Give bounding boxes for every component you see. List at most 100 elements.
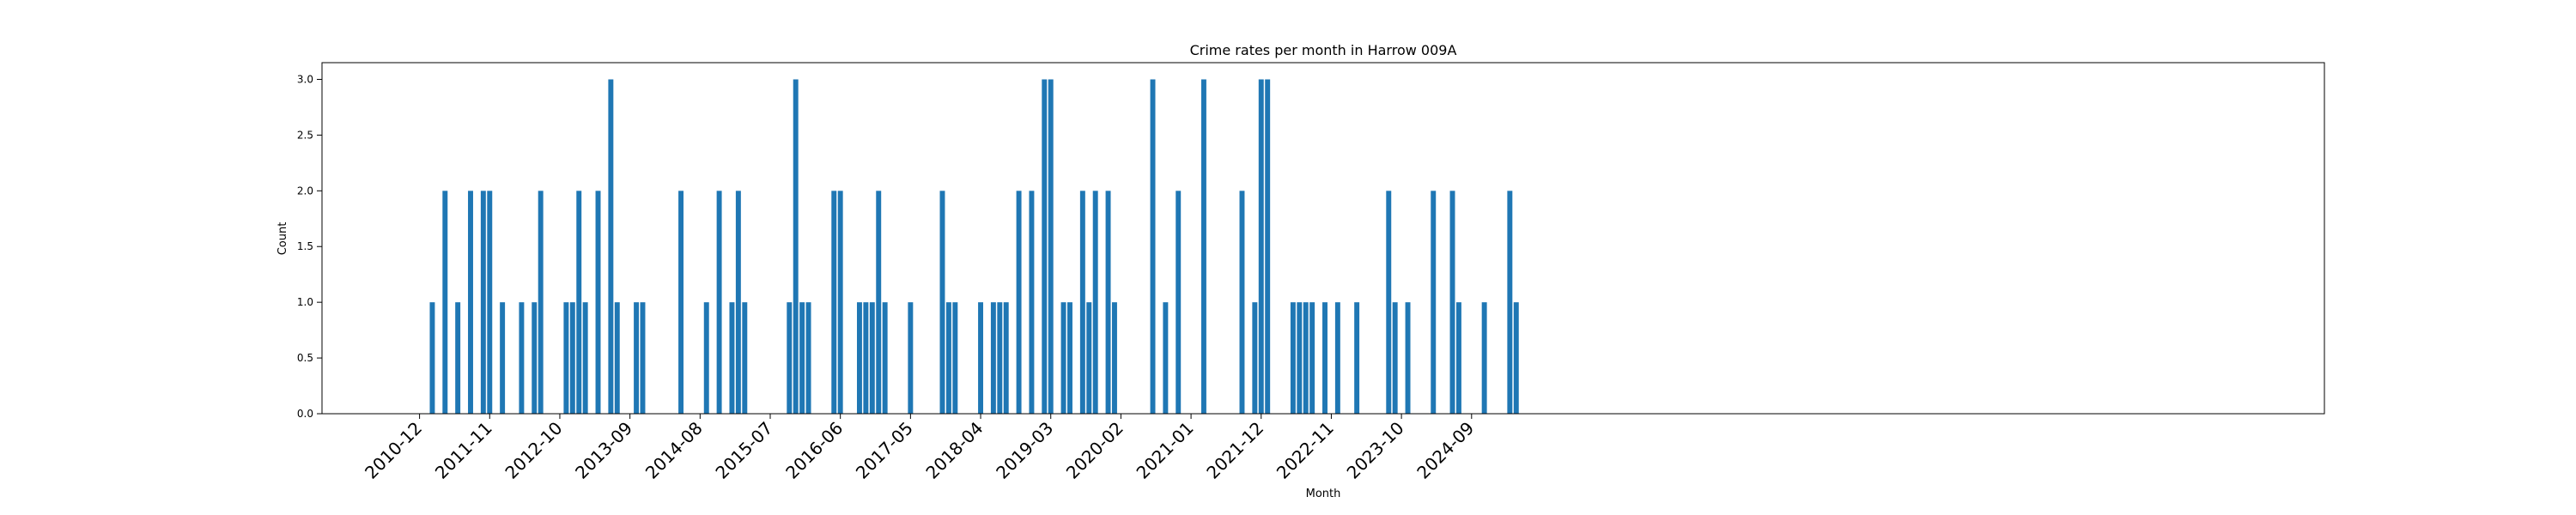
y-tick-label: 0.0 [297, 408, 313, 420]
bar-2012-06 [532, 302, 538, 414]
bar-2021-11 [1252, 302, 1258, 414]
bar-2016-05 [831, 191, 837, 414]
bar-2016-09 [856, 302, 862, 414]
x-tick-label: 2010-12 [361, 418, 426, 483]
x-tick-label: 2018-04 [921, 418, 987, 483]
bar-2015-12 [799, 302, 805, 414]
bar-2016-12 [876, 191, 882, 414]
bar-2017-10 [939, 191, 945, 414]
bar-2021-12 [1258, 79, 1264, 414]
y-tick-label: 0.5 [297, 352, 313, 364]
bar-2018-07 [997, 302, 1003, 414]
bar-2022-05 [1290, 302, 1296, 414]
bar-2014-11 [716, 191, 722, 414]
bar-2019-02 [1042, 79, 1048, 414]
bar-2017-12 [952, 302, 958, 414]
bar-2013-11 [640, 302, 646, 414]
bar-2019-05 [1060, 302, 1066, 414]
x-tick-label: 2021-12 [1202, 418, 1267, 483]
bar-2019-10 [1092, 191, 1098, 414]
y-tick-label: 2.5 [297, 129, 313, 141]
bar-2011-06 [455, 302, 461, 414]
bar-2016-10 [863, 302, 869, 414]
bar-2018-08 [1003, 302, 1009, 414]
y-axis-label: Count [276, 222, 289, 256]
bar-2025-04 [1513, 302, 1519, 414]
plot-area [429, 79, 1519, 414]
bar-2019-12 [1105, 191, 1111, 414]
x-tick-label: 2014-08 [641, 418, 707, 483]
bar-2025-03 [1507, 191, 1513, 414]
bar-2020-01 [1112, 302, 1117, 414]
bar-2011-02 [429, 302, 435, 414]
bar-2023-11 [1405, 302, 1411, 414]
bar-2019-09 [1086, 302, 1092, 414]
bar-2018-06 [990, 302, 996, 414]
x-tick-label: 2021-01 [1133, 418, 1198, 483]
bar-2013-10 [634, 302, 640, 414]
x-axis-label: Month [1306, 488, 1341, 500]
bar-2012-01 [500, 302, 506, 414]
x-tick-label: 2024-09 [1413, 418, 1478, 483]
bar-2024-11 [1481, 302, 1487, 414]
bar-2018-12 [1029, 191, 1035, 414]
bar-2011-11 [487, 191, 493, 414]
bar-2024-06 [1449, 191, 1455, 414]
bar-2013-06 [608, 79, 614, 414]
bar-2020-07 [1150, 79, 1156, 414]
bar-2014-09 [703, 302, 709, 414]
bar-2019-03 [1048, 79, 1054, 414]
bar-2016-11 [869, 302, 875, 414]
bar-2021-09 [1239, 191, 1245, 414]
bar-2011-10 [480, 191, 486, 414]
x-tick-label: 2015-07 [711, 418, 776, 483]
bar-2022-10 [1322, 302, 1327, 414]
y-axis: 0.0 0.5 1.0 1.5 2.0 2.5 3.0 [297, 73, 322, 420]
bar-2018-04 [978, 302, 984, 414]
bar-2018-10 [1016, 191, 1022, 414]
bar-2019-06 [1067, 302, 1072, 414]
bar-2013-01 [576, 191, 582, 414]
bar-2014-05 [678, 191, 684, 414]
bar-2012-07 [538, 191, 544, 414]
x-tick-label: 2020-02 [1062, 418, 1127, 483]
x-tick-label: 2012-10 [501, 418, 566, 483]
y-tick-label: 1.0 [297, 296, 313, 308]
bar-2022-12 [1334, 302, 1340, 414]
x-tick-label: 2017-05 [852, 418, 917, 483]
x-axis: 2010-12 2011-11 2012-10 2013-09 2014-08 2015-… [361, 414, 1478, 483]
bar-2012-11 [563, 302, 569, 414]
x-tick-label: 2022-11 [1273, 418, 1338, 483]
bar-2022-08 [1309, 302, 1315, 414]
y-tick-label: 3.0 [297, 73, 313, 85]
x-tick-label: 2019-03 [992, 418, 1057, 483]
bar-2022-06 [1297, 302, 1303, 414]
bar-2013-04 [595, 191, 601, 414]
bar-2016-01 [805, 302, 811, 414]
bar-2012-12 [569, 302, 575, 414]
y-tick-label: 2.0 [297, 185, 313, 197]
bar-2011-04 [442, 191, 448, 414]
x-tick-label: 2013-09 [571, 418, 636, 483]
bar-2015-11 [793, 79, 799, 414]
bar-2020-09 [1163, 302, 1169, 414]
x-tick-label: 2023-10 [1343, 418, 1408, 483]
bar-2013-02 [582, 302, 588, 414]
bar-2024-07 [1455, 302, 1461, 414]
bar-2015-01 [729, 302, 735, 414]
bar-2011-08 [468, 191, 473, 414]
bar-2017-01 [882, 302, 888, 414]
bar-2022-01 [1265, 79, 1271, 414]
bar-2015-03 [742, 302, 748, 414]
bar-2015-02 [735, 191, 741, 414]
bar-2013-07 [614, 302, 620, 414]
bar-2016-06 [837, 191, 843, 414]
bar-2017-05 [908, 302, 914, 414]
plot-frame [321, 62, 2325, 415]
chart-title: Crime rates per month in Harrow 009A [1190, 42, 1457, 58]
bar-2012-04 [519, 302, 525, 414]
bar-2022-07 [1303, 302, 1309, 414]
y-tick-label: 1.5 [297, 240, 313, 252]
bar-2024-03 [1431, 191, 1437, 414]
